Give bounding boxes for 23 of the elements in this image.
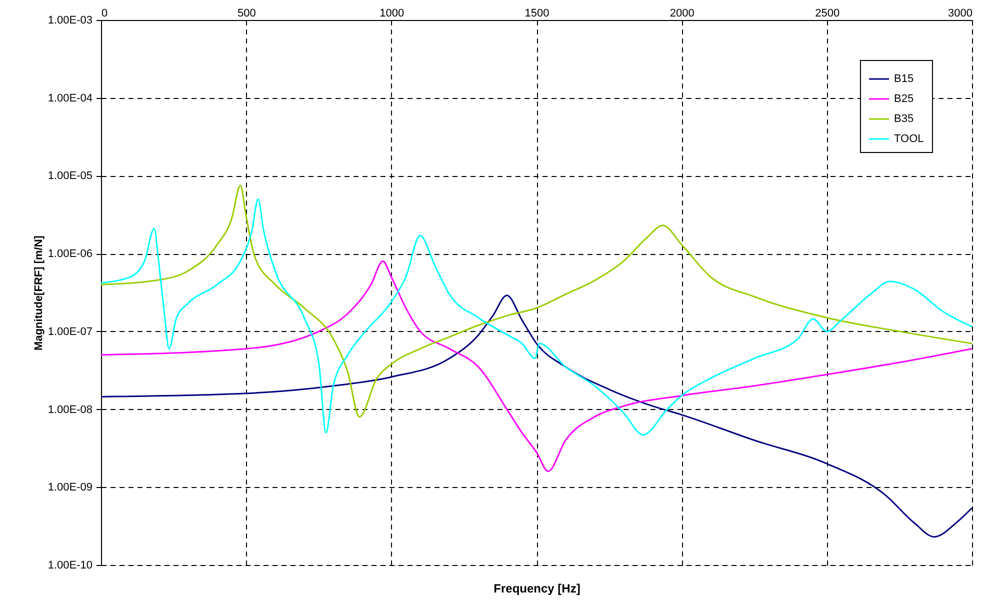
x-tick-label: 2000 <box>670 8 694 20</box>
legend-label: B15 <box>894 73 914 85</box>
legend-label: B25 <box>894 93 914 105</box>
y-tick-label: 1.00E-06 <box>48 248 92 260</box>
x-axis-title: Frequency [Hz] <box>494 582 580 596</box>
x-tick-label: 0 <box>102 8 108 20</box>
y-tick-label: 1.00E-05 <box>48 170 92 182</box>
x-tick-label: 500 <box>237 8 256 20</box>
y-tick-label: 1.00E-08 <box>48 404 92 416</box>
y-tick-label: 1.00E-09 <box>48 482 92 494</box>
legend-label: TOOL <box>894 133 924 145</box>
y-tick-label: 1.00E-10 <box>48 560 92 572</box>
y-tick-label: 1.00E-07 <box>48 326 92 338</box>
x-tick-label: 2500 <box>815 8 840 20</box>
line-series <box>101 294 972 538</box>
legend-label: B35 <box>894 113 914 125</box>
x-tick-label: 1500 <box>524 8 550 20</box>
y-axis-title: Magnitude[FRF] [m/N] <box>32 235 45 350</box>
x-tick-label: 1000 <box>380 8 404 20</box>
x-tick-label: 3000 <box>948 8 972 20</box>
y-tick-label: 1.00E-03 <box>48 14 92 26</box>
line-series <box>101 260 972 472</box>
y-tick-label: 1.00E-04 <box>48 92 92 104</box>
